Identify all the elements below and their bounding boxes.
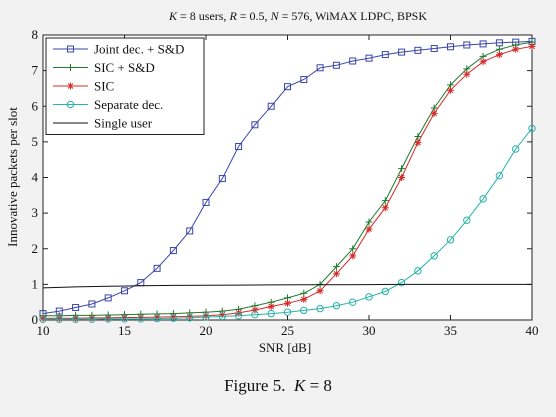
- title-k-text: = 8 users,: [177, 9, 229, 23]
- x-tick-label: 15: [118, 323, 131, 338]
- data-point: [67, 83, 74, 90]
- data-point: [333, 270, 340, 277]
- y-tick-label: 4: [32, 170, 39, 185]
- caption-prefix: Figure 5.: [224, 376, 285, 395]
- title-r-text: = 0.5,: [237, 9, 271, 23]
- data-point: [447, 87, 454, 94]
- data-point: [268, 303, 275, 310]
- figure-caption: Figure 5. K = 8: [0, 376, 556, 396]
- legend-label: Single user: [94, 116, 153, 131]
- data-point: [463, 71, 470, 78]
- data-point: [480, 58, 487, 65]
- y-tick-label: 0: [32, 312, 39, 327]
- x-tick-label: 40: [526, 323, 539, 338]
- x-tick-label: 20: [200, 323, 213, 338]
- y-tick-label: 1: [32, 276, 39, 291]
- data-point: [284, 300, 291, 307]
- y-tick-label: 2: [32, 241, 39, 256]
- caption-math-k: K: [294, 376, 305, 395]
- data-point: [431, 110, 438, 117]
- x-tick-label: 10: [37, 323, 50, 338]
- title-n-text: = 576, WiMAX LDPC, BPSK: [279, 9, 428, 23]
- data-point: [414, 139, 421, 146]
- legend: Joint dec. + S&D SIC + S&D SIC Separate dec…: [46, 38, 204, 135]
- data-point: [382, 204, 389, 211]
- data-point: [496, 51, 503, 58]
- y-tick-label: 3: [32, 205, 39, 220]
- x-axis-label: SNR [dB]: [259, 340, 311, 355]
- data-point: [300, 296, 307, 303]
- y-tick-label: 5: [32, 134, 39, 149]
- x-tick-label: 35: [444, 323, 457, 338]
- caption-math-rest: = 8: [305, 376, 332, 395]
- y-tick-label: 7: [32, 63, 39, 78]
- data-point: [317, 287, 324, 294]
- legend-label: Separate dec.: [94, 97, 163, 112]
- y-tick-label: 6: [32, 98, 39, 113]
- data-point: [366, 226, 373, 233]
- x-tick-label: 25: [281, 323, 294, 338]
- legend-label: Joint dec. + S&D: [94, 42, 184, 57]
- data-point: [349, 252, 356, 259]
- legend-label: SIC: [94, 79, 114, 94]
- y-tick-label: 8: [32, 27, 39, 42]
- data-point: [529, 43, 536, 50]
- x-tick-label: 30: [363, 323, 376, 338]
- legend-label: SIC + S&D: [94, 60, 155, 75]
- chart: K = 8 users, R = 0.5, N = 576, WiMAX LDP…: [0, 0, 556, 360]
- data-point: [398, 174, 405, 181]
- chart-title: K = 8 users, R = 0.5, N = 576, WiMAX LDP…: [168, 9, 427, 23]
- y-axis-label: Innovative packets per slot: [5, 107, 20, 247]
- data-point: [512, 46, 519, 53]
